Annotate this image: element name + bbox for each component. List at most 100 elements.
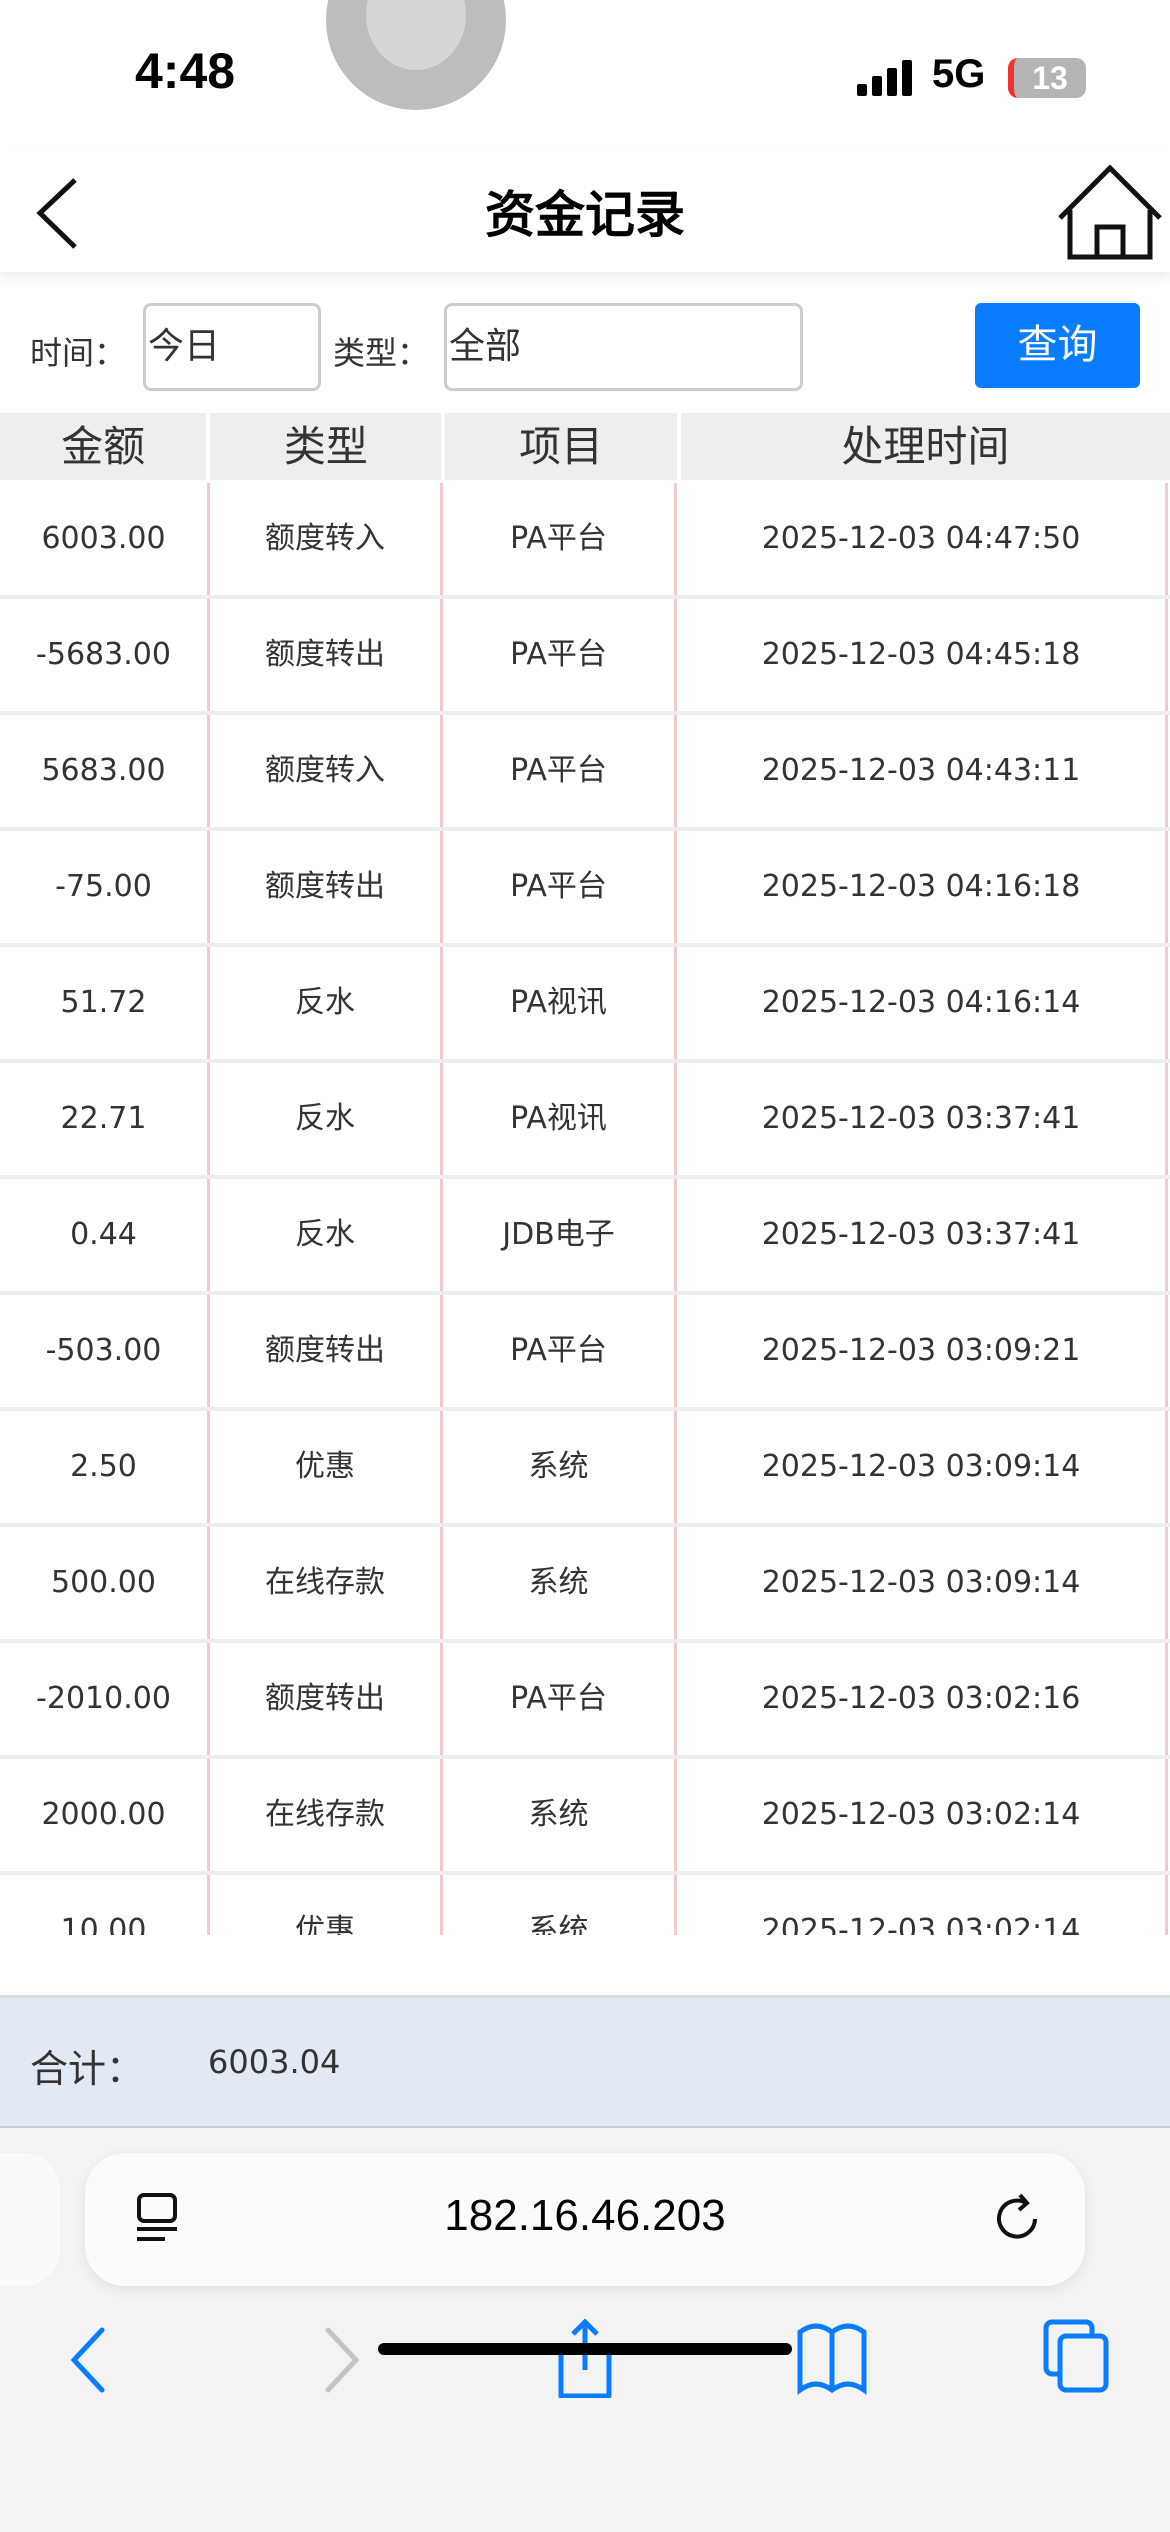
cell-time: 2025-12-03 03:09:21: [677, 1295, 1168, 1407]
cell-time: 2025-12-03 03:02:14: [677, 1759, 1168, 1871]
query-button[interactable]: 查询: [975, 303, 1140, 388]
table-row[interactable]: -5683.00 额度转出 PA平台 2025-12-03 04:45:18: [0, 599, 1170, 715]
total-bar: 合计： 6003.04: [0, 1995, 1170, 2128]
cell-amount: 22.71: [0, 1063, 210, 1175]
cell-type: 额度转出: [210, 599, 443, 711]
cell-type: 优惠: [210, 1411, 443, 1523]
back-icon[interactable]: [30, 175, 90, 250]
table-header: 金额 类型 项目 处理时间: [0, 413, 1170, 480]
type-select[interactable]: 全部: [444, 303, 803, 391]
cell-type: 额度转出: [210, 1643, 443, 1755]
cell-type: 在线存款: [210, 1527, 443, 1639]
column-time: 处理时间: [680, 413, 1170, 480]
battery-icon: 13: [1008, 58, 1086, 98]
cell-type: 反水: [210, 1063, 443, 1175]
table-body[interactable]: 6003.00 额度转入 PA平台 2025-12-03 04:47:50 -5683.…: [0, 483, 1170, 1935]
cell-item: PA平台: [443, 831, 677, 943]
cell-item: 系统: [443, 1759, 677, 1871]
cell-amount: 500.00: [0, 1527, 210, 1639]
table-row[interactable]: 5683.00 额度转入 PA平台 2025-12-03 04:43:11: [0, 715, 1170, 831]
browser-toolbar: 182.16.46.203: [0, 2128, 1170, 2532]
home-indicator: [378, 2343, 792, 2355]
cell-type: 额度转入: [210, 715, 443, 827]
reload-icon[interactable]: [990, 2191, 1045, 2246]
signal-icon: [857, 60, 912, 96]
tabs-icon[interactable]: [1040, 2318, 1120, 2398]
time-select[interactable]: 今日: [143, 303, 321, 391]
cell-type: 在线存款: [210, 1759, 443, 1871]
cell-amount: -5683.00: [0, 599, 210, 711]
clock: 4:48: [135, 43, 236, 99]
cell-item: PA平台: [443, 1643, 677, 1755]
cell-time: 2025-12-03 03:02:16: [677, 1643, 1168, 1755]
cell-item: 系统: [443, 1527, 677, 1639]
cell-time: 2025-12-03 03:09:14: [677, 1411, 1168, 1523]
cell-amount: -503.00: [0, 1295, 210, 1407]
cell-time: 2025-12-03 04:43:11: [677, 715, 1168, 827]
table-row[interactable]: -2010.00 额度转出 PA平台 2025-12-03 03:02:16: [0, 1643, 1170, 1759]
page-title: 资金记录: [485, 186, 685, 244]
cell-time: 2025-12-03 04:16:18: [677, 831, 1168, 943]
url-text: 182.16.46.203: [444, 2191, 726, 2240]
table-row[interactable]: 0.44 反水 JDB电子 2025-12-03 03:37:41: [0, 1179, 1170, 1295]
cell-type: 额度转出: [210, 831, 443, 943]
table-row[interactable]: 22.71 反水 PA视讯 2025-12-03 03:37:41: [0, 1063, 1170, 1179]
cell-amount: 10.00: [0, 1875, 210, 1935]
cell-time: 2025-12-03 04:47:50: [677, 483, 1168, 595]
total-value: 6003.04: [208, 2043, 341, 2081]
cell-item: PA视讯: [443, 1063, 677, 1175]
browser-back-icon[interactable]: [50, 2318, 130, 2398]
table-row[interactable]: 500.00 在线存款 系统 2025-12-03 03:09:14: [0, 1527, 1170, 1643]
table-row[interactable]: -75.00 额度转出 PA平台 2025-12-03 04:16:18: [0, 831, 1170, 947]
cell-type: 优惠: [210, 1875, 443, 1935]
cell-time: 2025-12-03 03:09:14: [677, 1527, 1168, 1639]
nav-header: 资金记录: [0, 150, 1170, 272]
browser-forward-icon[interactable]: [300, 2318, 380, 2398]
cell-amount: 2.50: [0, 1411, 210, 1523]
page-menu-icon[interactable]: [135, 2193, 185, 2243]
cell-type: 额度转出: [210, 1295, 443, 1407]
cell-item: 系统: [443, 1875, 677, 1935]
total-label: 合计：: [30, 2047, 145, 2091]
cell-time: 2025-12-03 03:02:14: [677, 1875, 1168, 1935]
previous-tab-preview[interactable]: [0, 2153, 60, 2286]
cell-amount: 2000.00: [0, 1759, 210, 1871]
cell-amount: -75.00: [0, 831, 210, 943]
cell-item: PA平台: [443, 599, 677, 711]
table-row[interactable]: 2.50 优惠 系统 2025-12-03 03:09:14: [0, 1411, 1170, 1527]
cell-item: PA平台: [443, 715, 677, 827]
cell-item: PA视讯: [443, 947, 677, 1059]
cell-item: 系统: [443, 1411, 677, 1523]
cell-time: 2025-12-03 03:37:41: [677, 1179, 1168, 1291]
network-type: 5G: [932, 52, 986, 96]
home-icon[interactable]: [1055, 165, 1165, 260]
cell-item: JDB电子: [443, 1179, 677, 1291]
time-label: 时间：: [30, 334, 127, 372]
bookmarks-icon[interactable]: [792, 2318, 872, 2398]
column-amount: 金额: [0, 413, 207, 480]
status-bar: 4:48 5G 13: [0, 0, 1170, 150]
cell-amount: 51.72: [0, 947, 210, 1059]
cell-amount: 5683.00: [0, 715, 210, 827]
cell-time: 2025-12-03 04:16:14: [677, 947, 1168, 1059]
cell-time: 2025-12-03 04:45:18: [677, 599, 1168, 711]
table-row[interactable]: 2000.00 在线存款 系统 2025-12-03 03:02:14: [0, 1759, 1170, 1875]
type-label: 类型：: [333, 334, 430, 372]
cell-type: 反水: [210, 1179, 443, 1291]
table-row[interactable]: 6003.00 额度转入 PA平台 2025-12-03 04:47:50: [0, 483, 1170, 599]
table-row[interactable]: 51.72 反水 PA视讯 2025-12-03 04:16:14: [0, 947, 1170, 1063]
share-icon[interactable]: [545, 2318, 625, 2398]
column-item: 项目: [445, 413, 677, 480]
table-row[interactable]: -503.00 额度转出 PA平台 2025-12-03 03:09:21: [0, 1295, 1170, 1411]
cell-item: PA平台: [443, 483, 677, 595]
cell-amount: 6003.00: [0, 483, 210, 595]
cell-type: 额度转入: [210, 483, 443, 595]
cell-type: 反水: [210, 947, 443, 1059]
cell-amount: 0.44: [0, 1179, 210, 1291]
column-type: 类型: [210, 413, 442, 480]
address-bar[interactable]: 182.16.46.203: [85, 2153, 1085, 2286]
cell-time: 2025-12-03 03:37:41: [677, 1063, 1168, 1175]
cell-item: PA平台: [443, 1295, 677, 1407]
table-row[interactable]: 10.00 优惠 系统 2025-12-03 03:02:14: [0, 1875, 1170, 1935]
cell-amount: -2010.00: [0, 1643, 210, 1755]
